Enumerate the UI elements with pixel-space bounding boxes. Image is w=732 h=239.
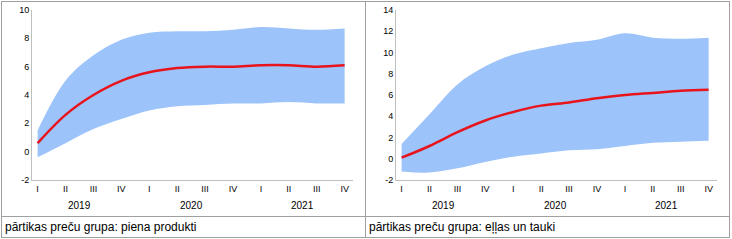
svg-text:14: 14 xyxy=(383,5,393,15)
svg-text:IV: IV xyxy=(593,184,602,194)
svg-text:II: II xyxy=(650,184,655,194)
svg-text:II: II xyxy=(175,184,180,194)
svg-text:I: I xyxy=(400,184,403,194)
svg-text:III: III xyxy=(454,184,462,194)
svg-text:I: I xyxy=(624,184,627,194)
svg-text:I: I xyxy=(260,184,263,194)
svg-text:II: II xyxy=(286,184,291,194)
svg-text:2: 2 xyxy=(24,118,29,128)
svg-text:2019: 2019 xyxy=(432,200,455,211)
svg-text:-2: -2 xyxy=(21,175,29,185)
svg-text:0: 0 xyxy=(24,147,29,157)
svg-text:III: III xyxy=(201,184,209,194)
svg-text:12: 12 xyxy=(383,26,393,36)
svg-text:8: 8 xyxy=(24,33,29,43)
svg-text:III: III xyxy=(565,184,573,194)
svg-text:II: II xyxy=(63,184,68,194)
html-text:pārtikas preču grupa: eļļas un: pārtikas preču grupa: eļļas un tauki xyxy=(369,220,556,234)
svg-text:6: 6 xyxy=(24,62,29,72)
svg-text:IV: IV xyxy=(229,184,238,194)
svg-text:II: II xyxy=(427,184,432,194)
svg-text:4: 4 xyxy=(24,90,29,100)
svg-text:4: 4 xyxy=(388,111,393,121)
svg-text:10: 10 xyxy=(383,48,393,58)
svg-text:IV: IV xyxy=(117,184,126,194)
svg-text:2: 2 xyxy=(388,133,393,143)
svg-text:2020: 2020 xyxy=(544,200,567,211)
svg-text:II: II xyxy=(539,184,544,194)
svg-text:III: III xyxy=(90,184,98,194)
svg-text:IV: IV xyxy=(340,184,349,194)
html-text:pārtikas preču grupa: piena pr: pārtikas preču grupa: piena produkti xyxy=(5,220,197,234)
svg-text:III: III xyxy=(313,184,321,194)
svg-text:2021: 2021 xyxy=(655,200,678,211)
svg-text:IV: IV xyxy=(481,184,490,194)
svg-text:8: 8 xyxy=(388,69,393,79)
svg-text:6: 6 xyxy=(388,90,393,100)
svg-text:2021: 2021 xyxy=(291,200,314,211)
svg-text:-2: -2 xyxy=(385,175,393,185)
svg-text:2019: 2019 xyxy=(68,200,91,211)
svg-text:I: I xyxy=(512,184,515,194)
svg-text:IV: IV xyxy=(704,184,713,194)
svg-text:III: III xyxy=(677,184,685,194)
svg-text:10: 10 xyxy=(19,5,29,15)
svg-text:2020: 2020 xyxy=(180,200,203,211)
svg-text:I: I xyxy=(36,184,39,194)
svg-text:0: 0 xyxy=(388,154,393,164)
svg-text:I: I xyxy=(148,184,151,194)
